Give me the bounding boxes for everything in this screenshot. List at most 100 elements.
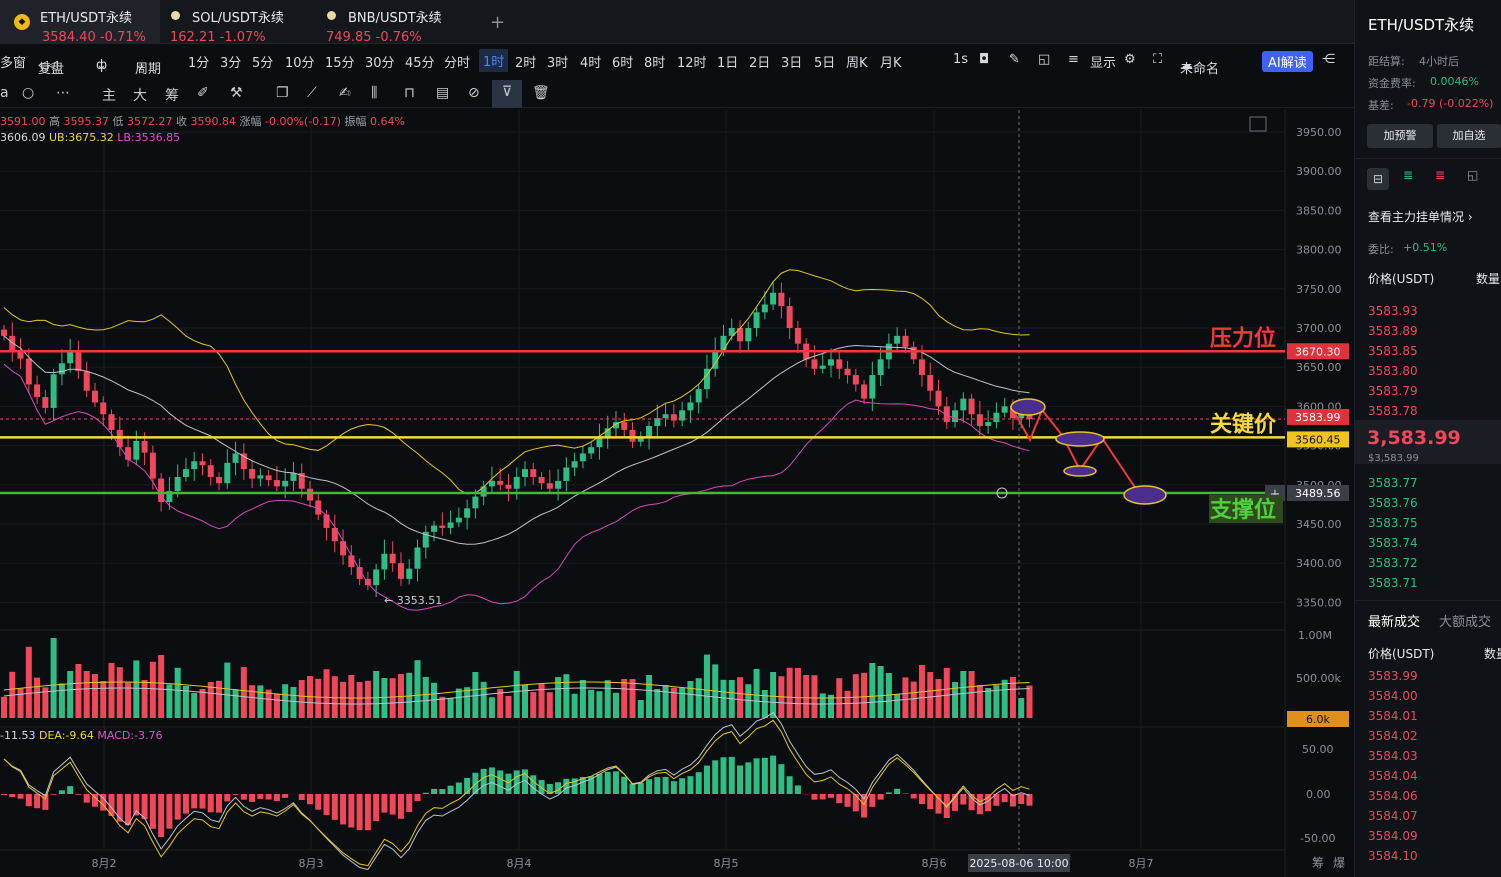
macd-bar [530,775,537,794]
candle-body [17,349,24,359]
ask-row[interactable]: 3583.85 [1368,344,1418,358]
refresh-1s-button[interactable]: 1s [953,52,969,67]
interval-8h[interactable]: 8时 [644,56,666,71]
indicator-a[interactable]: a [0,85,9,101]
trade-row[interactable]: 3584.04 [1368,769,1418,783]
interval-15m[interactable]: 15分 [325,56,355,71]
interval-45m[interactable]: 45分 [405,56,435,71]
tab-bnb[interactable]: BNB/USDT永续 749.85 -0.76% [322,0,472,45]
ruler-icon[interactable]: ⟋ [307,85,317,101]
brush-icon[interactable]: ✍ [339,85,351,101]
trade-row[interactable]: 3584.09 [1368,829,1418,843]
interval-6h[interactable]: 6时 [612,56,634,71]
trade-row[interactable]: 3584.01 [1368,709,1418,723]
candle-body [455,517,462,523]
candle-body [133,440,140,460]
bid-row[interactable]: 3583.77 [1368,476,1418,490]
interval-10m[interactable]: 10分 [285,56,315,71]
share-icon[interactable]: ⋲ [1322,52,1335,67]
magnet-icon[interactable]: ⊘ [468,85,480,101]
copy-icon[interactable]: ❐ [276,85,289,101]
interval-3m[interactable]: 3分 [220,56,242,71]
crosshair-time: 2025-08-06 10:00 [969,857,1068,870]
book-asks-icon[interactable]: ≣ [1435,168,1446,182]
book-precision-icon[interactable]: ◱ [1467,168,1479,182]
book-both-icon[interactable]: ⊟ [1367,168,1389,190]
macd-bar [282,794,289,798]
trade-row[interactable]: 3584.02 [1368,729,1418,743]
lock-icon[interactable]: ⊓ [404,85,415,101]
trash-icon[interactable]: 🗑 [532,85,550,101]
big-order-button[interactable]: 大 [133,88,147,104]
candle-body [91,390,98,403]
expand-chart-icon[interactable] [1249,116,1267,132]
interval-1d[interactable]: 1日 [717,56,739,71]
trade-row[interactable]: 3584.06 [1368,789,1418,803]
trade-row[interactable]: 3584.03 [1368,749,1418,763]
display-button[interactable]: 显示 [1090,56,1117,71]
chips-button[interactable]: 筹 [165,88,179,104]
ask-row[interactable]: 3583.93 [1368,304,1418,318]
interval-week[interactable]: 周K [846,56,868,71]
pattern-icon[interactable]: ⫼ [371,85,378,101]
add-favorite-button[interactable]: 加自选 [1437,124,1501,148]
more-icon[interactable]: ⋯ [56,85,70,101]
bid-row[interactable]: 3583.71 [1368,576,1418,590]
candle-body [174,476,181,492]
ask-row[interactable]: 3583.89 [1368,324,1418,338]
interval-12h[interactable]: 12时 [677,56,707,71]
interval-1h[interactable]: 1时 [479,49,509,72]
interval-3h[interactable]: 3时 [547,56,569,71]
trade-row[interactable]: 3583.99 [1368,669,1418,683]
tab-sol[interactable]: SOL/USDT永续 162.21 -1.07% [166,0,316,45]
candle-body [149,452,156,479]
interval-30m[interactable]: 30分 [365,56,395,71]
note-icon[interactable]: ▤ [436,85,450,101]
bid-row[interactable]: 3583.74 [1368,536,1418,550]
interval-4h[interactable]: 4时 [580,56,602,71]
edit-icon[interactable]: ✐ [197,85,209,101]
trade-row[interactable]: 3584.00 [1368,689,1418,703]
settings-gear-icon[interactable]: ⚙ [1124,52,1136,67]
interval-timeshare[interactable]: 分时 [444,56,471,71]
book-bids-icon[interactable]: ≣ [1403,168,1414,182]
candle-body [191,461,198,470]
depth-link[interactable]: 查看主力挂单情况 › [1368,208,1473,225]
ask-row[interactable]: 3583.80 [1368,364,1418,378]
macd-bar [778,764,785,794]
bid-row[interactable]: 3583.75 [1368,516,1418,530]
add-alert-button[interactable]: 加预警 [1367,124,1433,148]
trades-tab-latest[interactable]: 最新成交 [1368,615,1421,630]
main-indicator-button[interactable]: 主 [102,88,116,104]
fullscreen-icon[interactable]: ⛶ [1153,52,1163,67]
camera-icon[interactable]: ◘ [979,52,990,67]
bid-row[interactable]: 3583.76 [1368,496,1418,510]
interval-5m[interactable]: 5分 [252,56,274,71]
resistance-label: 压力位 [1210,325,1276,351]
trade-row[interactable]: 3584.10 [1368,849,1418,863]
interval-month[interactable]: 月K [880,56,902,71]
multi-window-button[interactable]: 多窗 [0,56,27,71]
price-axis-label: 3650.00 [1296,361,1342,374]
trade-row[interactable]: 3584.07 [1368,809,1418,823]
interval-3d[interactable]: 3日 [781,56,803,71]
tools-icon[interactable]: ⚒ [230,85,243,101]
kline-chart[interactable]: 3950.00 3900.00 3850.00 3800.00 3750.00 3700.… [0,110,1354,877]
layout-icon[interactable]: ◱ [1038,52,1051,67]
draw-pen-icon[interactable]: ✎ [1009,52,1020,67]
interval-1m[interactable]: 1分 [188,56,210,71]
layout-name: 未命名 [1180,62,1220,77]
filter-icon[interactable]: ⊽ [492,80,522,108]
ask-row[interactable]: 3583.79 [1368,384,1418,398]
bid-row[interactable]: 3583.72 [1368,556,1418,570]
circle-icon[interactable]: ○ [22,85,35,101]
trades-tab-large[interactable]: 大额成交 [1439,615,1492,630]
add-tab-icon[interactable]: + [490,12,506,33]
interval-2d[interactable]: 2日 [749,56,771,71]
interval-2h[interactable]: 2时 [515,56,537,71]
interval-5d[interactable]: 5日 [814,56,836,71]
ask-row[interactable]: 3583.78 [1368,404,1418,418]
macd-dif-line [3,711,1030,871]
tab-eth[interactable]: ◆ ETH/USDT永续 3584.40 -0.71% [0,0,160,45]
ai-interpret-button[interactable]: AI解读 [1262,51,1313,72]
